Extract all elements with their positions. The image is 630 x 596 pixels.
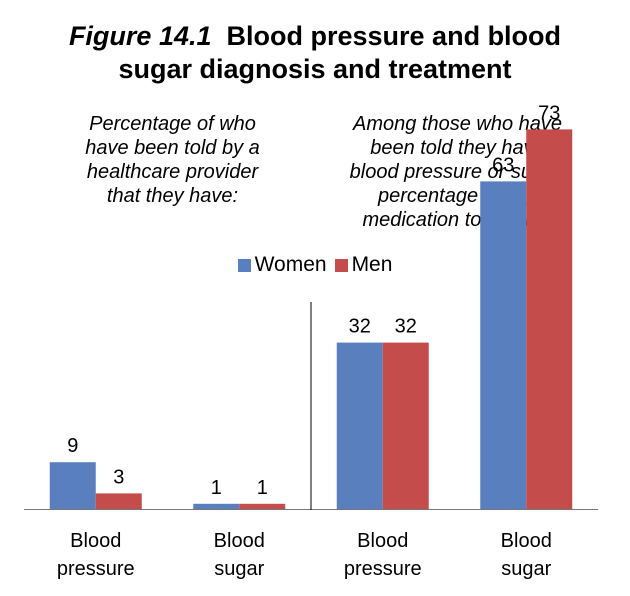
data-label-men-1: 1 [257, 477, 268, 499]
bar-men-2 [382, 342, 429, 509]
category-label-1: Blood sugar [214, 530, 265, 580]
data-label-women-0: 9 [67, 435, 78, 457]
bar-women-2 [336, 342, 383, 509]
legend-label-women: Women [254, 253, 327, 276]
legend-item-men: Men [334, 253, 393, 277]
bar-women-3 [480, 181, 527, 509]
legend-swatch-men [334, 258, 348, 272]
legend-swatch-women [237, 258, 251, 272]
data-label-men-0: 3 [113, 466, 124, 488]
bar-men-1 [239, 503, 286, 509]
category-label-3: Blood sugar [501, 530, 552, 580]
bar-women-1 [193, 503, 240, 509]
title-line-2: sugar diagnosis and treatment [118, 54, 512, 84]
chart-title: Figure 14.1 Blood pressure and blood sug… [0, 20, 630, 86]
data-label-men-2: 32 [395, 316, 417, 338]
data-label-women-1: 1 [211, 477, 222, 499]
data-label-women-3: 63 [492, 154, 514, 176]
data-label-men-3: 73 [538, 102, 560, 124]
category-label-2: Blood pressure [344, 530, 422, 580]
bar-men-3 [526, 129, 573, 509]
legend-label-men: Men [351, 253, 393, 276]
legend: Women Men [0, 253, 630, 277]
subtitle-right: Among those who have been told they have… [349, 113, 566, 231]
legend-item-women: Women [237, 253, 327, 277]
title-line-1: Blood pressure and blood [226, 21, 562, 51]
data-label-women-2: 32 [349, 316, 371, 338]
bar-men-0 [95, 493, 142, 509]
figure-number: Figure 14.1 [68, 21, 212, 51]
subtitle-left: Percentage of who have been told by a he… [85, 113, 260, 207]
category-label-0: Blood pressure [57, 530, 135, 580]
bar-women-0 [49, 462, 96, 509]
